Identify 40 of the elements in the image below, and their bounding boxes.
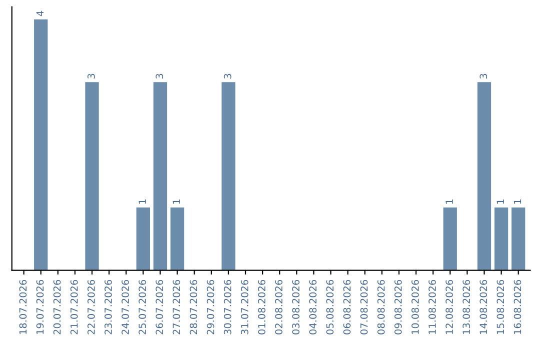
x-tick-label: 14.08.2026 (480, 280, 488, 334)
data-label: 3 (224, 74, 232, 79)
x-tick-label: 18.07.2026 (19, 280, 27, 334)
x-tick-label: 19.07.2026 (36, 280, 44, 334)
x-tick-label: 16.08.2026 (514, 280, 522, 334)
x-tick-label: 12.08.2026 (446, 280, 453, 334)
x-tick-label: 06.08.2026 (343, 280, 351, 334)
x-tick-label: 09.08.2026 (394, 280, 402, 334)
data-label: 1 (138, 199, 146, 204)
x-tick-label: 31.07.2026 (240, 280, 248, 334)
data-label: 1 (446, 199, 453, 204)
data-label: 1 (514, 199, 522, 204)
x-tick-label: 07.08.2026 (360, 280, 368, 334)
x-tick-label: 01.08.2026 (258, 280, 266, 334)
x-tick-label: 30.07.2026 (224, 280, 232, 334)
data-label: 3 (87, 74, 95, 79)
data-label: 3 (156, 74, 164, 79)
x-tick-label: 28.07.2026 (190, 280, 198, 334)
x-tick-label: 23.07.2026 (104, 280, 112, 334)
x-tick-label: 13.08.2026 (462, 280, 470, 334)
x-tick-label: 10.08.2026 (411, 280, 419, 334)
x-tick-label: 27.07.2026 (172, 280, 180, 334)
data-label: 3 (480, 74, 488, 79)
x-tick-label: 02.08.2026 (275, 280, 282, 334)
data-label: 1 (172, 199, 180, 204)
x-tick-label: 24.07.2026 (122, 280, 129, 334)
data-label: 1 (496, 199, 504, 204)
x-tick-label: 21.07.2026 (70, 280, 78, 334)
x-tick-label: 03.08.2026 (292, 280, 300, 334)
x-tick-label: 15.08.2026 (496, 280, 504, 334)
x-tick-label: 29.07.2026 (206, 280, 214, 334)
x-tick-label: 11.08.2026 (428, 280, 436, 334)
x-tick-label: 08.08.2026 (377, 280, 385, 334)
x-tick-label: 20.07.2026 (53, 280, 61, 334)
x-tick-label: 26.07.2026 (156, 280, 164, 334)
x-tick-label: 25.07.2026 (138, 280, 146, 334)
x-tick-label: 05.08.2026 (326, 280, 334, 334)
x-tick-label: 22.07.2026 (87, 280, 95, 334)
data-label: 4 (36, 10, 44, 16)
x-tick-label: 04.08.2026 (309, 280, 317, 334)
